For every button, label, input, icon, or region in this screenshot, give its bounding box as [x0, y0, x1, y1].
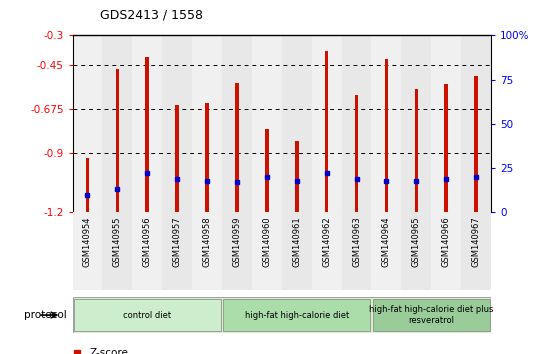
Bar — [372, 35, 401, 212]
Text: GSM140963: GSM140963 — [352, 216, 361, 267]
Bar — [401, 35, 431, 212]
Text: GSM140964: GSM140964 — [382, 216, 391, 267]
Text: GSM140960: GSM140960 — [262, 216, 271, 267]
Bar — [341, 212, 372, 290]
Bar — [103, 212, 132, 290]
Bar — [116, 69, 119, 212]
Bar — [384, 59, 388, 212]
Bar — [252, 35, 282, 212]
Bar — [295, 141, 299, 212]
Text: GSM140967: GSM140967 — [472, 216, 480, 267]
Bar — [252, 212, 282, 290]
Bar — [175, 105, 179, 212]
Bar — [415, 88, 418, 212]
Text: high-fat high-calorie diet: high-fat high-calorie diet — [244, 310, 349, 320]
Bar — [222, 35, 252, 212]
Bar — [73, 212, 103, 290]
Text: control diet: control diet — [123, 310, 171, 320]
Bar — [401, 212, 431, 290]
Bar — [312, 212, 341, 290]
Bar — [444, 84, 448, 212]
Text: GSM140961: GSM140961 — [292, 216, 301, 267]
Bar — [73, 35, 103, 212]
Bar — [235, 82, 239, 212]
Text: protocol: protocol — [24, 310, 67, 320]
Bar — [282, 212, 312, 290]
Text: GSM140958: GSM140958 — [203, 216, 211, 267]
Bar — [474, 76, 478, 212]
Text: GDS2413 / 1558: GDS2413 / 1558 — [100, 8, 204, 21]
Bar — [431, 35, 461, 212]
Bar — [132, 35, 162, 212]
Bar — [461, 212, 491, 290]
Bar — [265, 129, 268, 212]
Text: high-fat high-calorie diet plus
resveratrol: high-fat high-calorie diet plus resverat… — [369, 306, 493, 325]
Text: GSM140957: GSM140957 — [172, 216, 182, 267]
Bar — [372, 212, 401, 290]
Bar — [162, 212, 192, 290]
Text: GSM140965: GSM140965 — [412, 216, 421, 267]
Bar — [162, 35, 192, 212]
Bar — [74, 299, 221, 331]
Bar — [192, 35, 222, 212]
Text: GSM140954: GSM140954 — [83, 216, 92, 267]
Text: GSM140959: GSM140959 — [233, 216, 242, 267]
Text: Z-score: Z-score — [89, 348, 128, 354]
Bar — [103, 35, 132, 212]
Bar — [325, 51, 329, 212]
Bar — [461, 35, 491, 212]
Bar — [312, 35, 341, 212]
Text: GSM140955: GSM140955 — [113, 216, 122, 267]
Bar — [373, 299, 490, 331]
Text: GSM140962: GSM140962 — [322, 216, 331, 267]
Bar — [355, 95, 358, 212]
Bar — [192, 212, 222, 290]
Text: GSM140956: GSM140956 — [143, 216, 152, 267]
Bar — [86, 158, 89, 212]
Text: GSM140966: GSM140966 — [442, 216, 451, 267]
Bar — [146, 57, 149, 212]
Bar — [132, 212, 162, 290]
Bar — [222, 212, 252, 290]
Bar — [205, 103, 209, 212]
Bar — [282, 35, 312, 212]
Bar — [431, 212, 461, 290]
Bar — [223, 299, 371, 331]
Bar — [341, 35, 372, 212]
